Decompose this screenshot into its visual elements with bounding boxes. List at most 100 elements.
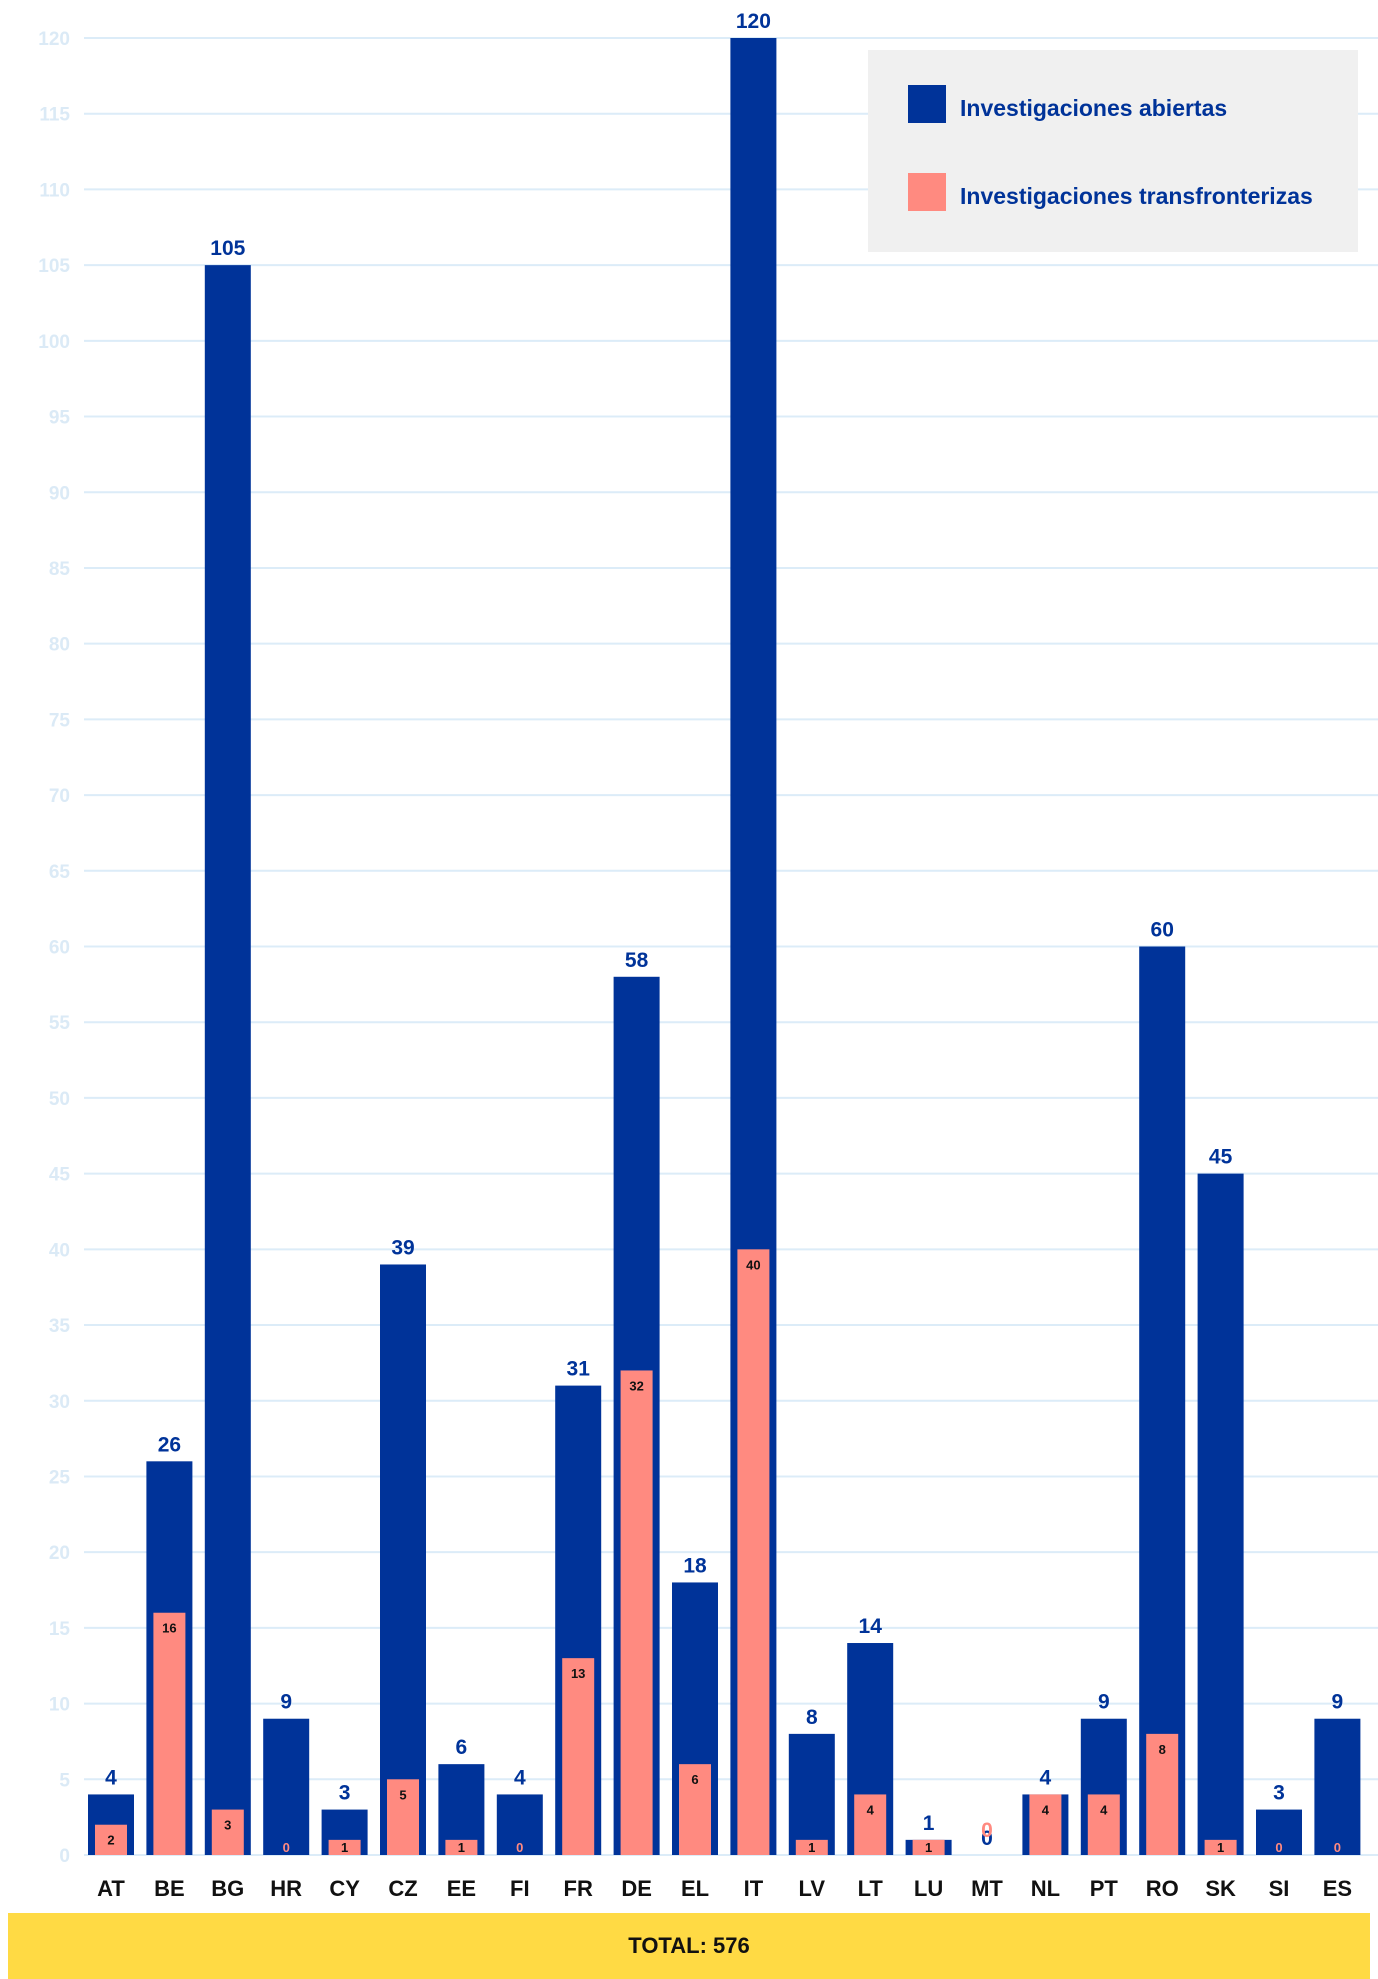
- value-label-cross-cy: 1: [341, 1840, 348, 1855]
- value-label-cross-at: 2: [107, 1833, 114, 1848]
- y-tick-label: 30: [49, 1392, 70, 1413]
- x-tick-label-at: AT: [97, 1876, 125, 1901]
- bar-open-ro: [1139, 946, 1186, 1855]
- x-tick-label-bg: BG: [211, 1876, 244, 1901]
- x-axis-labels: AT BE BG HR CY CZ EE FI FR DE EL IT LV LT LU MT NL PT RO SK…: [97, 1876, 1352, 1901]
- y-tick-label: 80: [49, 635, 70, 656]
- y-tick-label: 75: [49, 710, 71, 731]
- x-tick-label-cz: CZ: [388, 1876, 417, 1901]
- y-tick-label: 10: [49, 1695, 70, 1716]
- y-tick-label: 70: [49, 786, 70, 807]
- bar-cross-el: [679, 1764, 711, 1855]
- bar-cross-cz: [387, 1779, 419, 1855]
- value-label-open-it: 120: [736, 10, 771, 33]
- x-tick-label-pt: PT: [1090, 1876, 1119, 1901]
- bar-cross-bg: [211, 1809, 244, 1855]
- legend-box: [868, 50, 1358, 252]
- value-label-cross-fi: 0: [516, 1840, 523, 1855]
- value-label-cross-hr: 0: [283, 1840, 290, 1855]
- y-tick-label: 40: [49, 1240, 70, 1261]
- y-tick-label: 35: [49, 1316, 71, 1337]
- y-tick-label: 120: [38, 29, 70, 50]
- legend-label-open: Investigaciones abiertas: [960, 95, 1227, 121]
- y-tick-label: 115: [39, 105, 70, 126]
- x-tick-label-ee: EE: [447, 1876, 476, 1901]
- x-tick-label-cy: CY: [329, 1876, 360, 1901]
- value-label-cross-el: 6: [691, 1772, 698, 1787]
- value-label-open-be: 26: [158, 1433, 181, 1456]
- value-label-open-lu: 1: [923, 1812, 935, 1835]
- y-tick-label: 15: [49, 1619, 71, 1640]
- bar-open-lv: [788, 1733, 835, 1855]
- y-tick-label: 90: [49, 483, 70, 504]
- value-label-open-cy: 3: [339, 1782, 351, 1805]
- y-tick-label: 55: [49, 1013, 71, 1034]
- bar-open-es: [1314, 1718, 1361, 1855]
- bar-cross-ro: [1146, 1733, 1179, 1855]
- value-label-cross-ro: 8: [1159, 1742, 1166, 1757]
- bar-cross-fr: [562, 1658, 595, 1855]
- value-label-open-ro: 60: [1151, 919, 1174, 942]
- value-label-open-hr: 9: [280, 1691, 292, 1714]
- value-label-cross-sk: 1: [1217, 1840, 1224, 1855]
- y-tick-label: 20: [49, 1543, 70, 1564]
- x-tick-label-ro: RO: [1146, 1876, 1179, 1901]
- x-tick-label-lv: LV: [799, 1876, 826, 1901]
- bar-open-hr: [263, 1718, 310, 1855]
- value-label-cross-fr: 13: [571, 1666, 585, 1681]
- bar-open-bg: [204, 265, 251, 1855]
- bar-cross-at: [95, 1824, 127, 1855]
- x-tick-label-el: EL: [681, 1876, 709, 1901]
- y-tick-label: 95: [49, 408, 71, 429]
- bar-cross-be: [153, 1612, 186, 1855]
- x-tick-label-de: DE: [621, 1876, 652, 1901]
- value-label-cross-bg: 3: [224, 1818, 231, 1833]
- x-tick-label-be: BE: [154, 1876, 185, 1901]
- legend: Investigaciones abiertas Investigaciones …: [868, 50, 1358, 252]
- value-label-cross-be: 16: [162, 1621, 176, 1636]
- x-tick-label-si: SI: [1269, 1876, 1290, 1901]
- y-axis-ticks: 0 5 10 15 20 25 30 35 40 45 50 55 60 65 70 75 80 85 90 95 10…: [38, 29, 70, 1867]
- y-tick-label: 110: [39, 180, 70, 201]
- bar-cross-lv: [795, 1839, 828, 1855]
- bar-cross-ee: [445, 1839, 478, 1855]
- total-label: TOTAL: 576: [628, 1933, 750, 1958]
- bar-open-si: [1256, 1809, 1302, 1855]
- y-tick-label: 85: [49, 559, 71, 580]
- value-label-open-si: 3: [1273, 1782, 1285, 1805]
- bar-cross-sk: [1204, 1839, 1237, 1855]
- value-label-open-lt: 14: [859, 1615, 883, 1638]
- bar-cross-it: [737, 1249, 770, 1855]
- bar-open-cz: [380, 1264, 426, 1855]
- bar-cross-pt: [1087, 1794, 1120, 1855]
- value-label-open-at: 4: [105, 1766, 117, 1789]
- value-label-cross-lt: 4: [867, 1802, 875, 1817]
- x-tick-label-nl: NL: [1031, 1876, 1060, 1901]
- y-tick-label: 45: [49, 1165, 71, 1186]
- y-tick-label: 50: [49, 1089, 70, 1110]
- bar-cross-lt: [854, 1794, 887, 1855]
- value-label-cross-it: 40: [746, 1257, 760, 1272]
- value-label-cross-es: 0: [1334, 1840, 1341, 1855]
- value-label-cross-pt: 4: [1100, 1802, 1108, 1817]
- value-label-open-es: 9: [1332, 1691, 1344, 1714]
- legend-swatch-cross: [908, 173, 946, 211]
- y-tick-label: 25: [49, 1467, 71, 1488]
- bar-cross-nl: [1029, 1794, 1062, 1855]
- bar-chart: 0510152025303540455055606570758085909510…: [38, 10, 1378, 1901]
- bars: 4226161053903139561403113583218612040811…: [88, 10, 1361, 1855]
- value-label-open-nl: 4: [1040, 1766, 1052, 1789]
- x-tick-label-sk: SK: [1205, 1876, 1236, 1901]
- value-label-cross-mt: 0: [981, 1819, 993, 1842]
- value-label-open-de: 58: [625, 949, 649, 972]
- value-label-cross-lu: 1: [925, 1840, 932, 1855]
- value-label-open-fi: 4: [514, 1766, 526, 1789]
- bar-cross-cy: [328, 1839, 361, 1855]
- bar-cross-de: [620, 1370, 653, 1855]
- value-label-cross-nl: 4: [1042, 1802, 1050, 1817]
- x-tick-label-mt: MT: [971, 1876, 1003, 1901]
- y-tick-label: 60: [49, 938, 70, 959]
- value-label-open-pt: 9: [1098, 1691, 1110, 1714]
- x-tick-label-fr: FR: [564, 1876, 593, 1901]
- total-banner: TOTAL: 576: [8, 1913, 1370, 1979]
